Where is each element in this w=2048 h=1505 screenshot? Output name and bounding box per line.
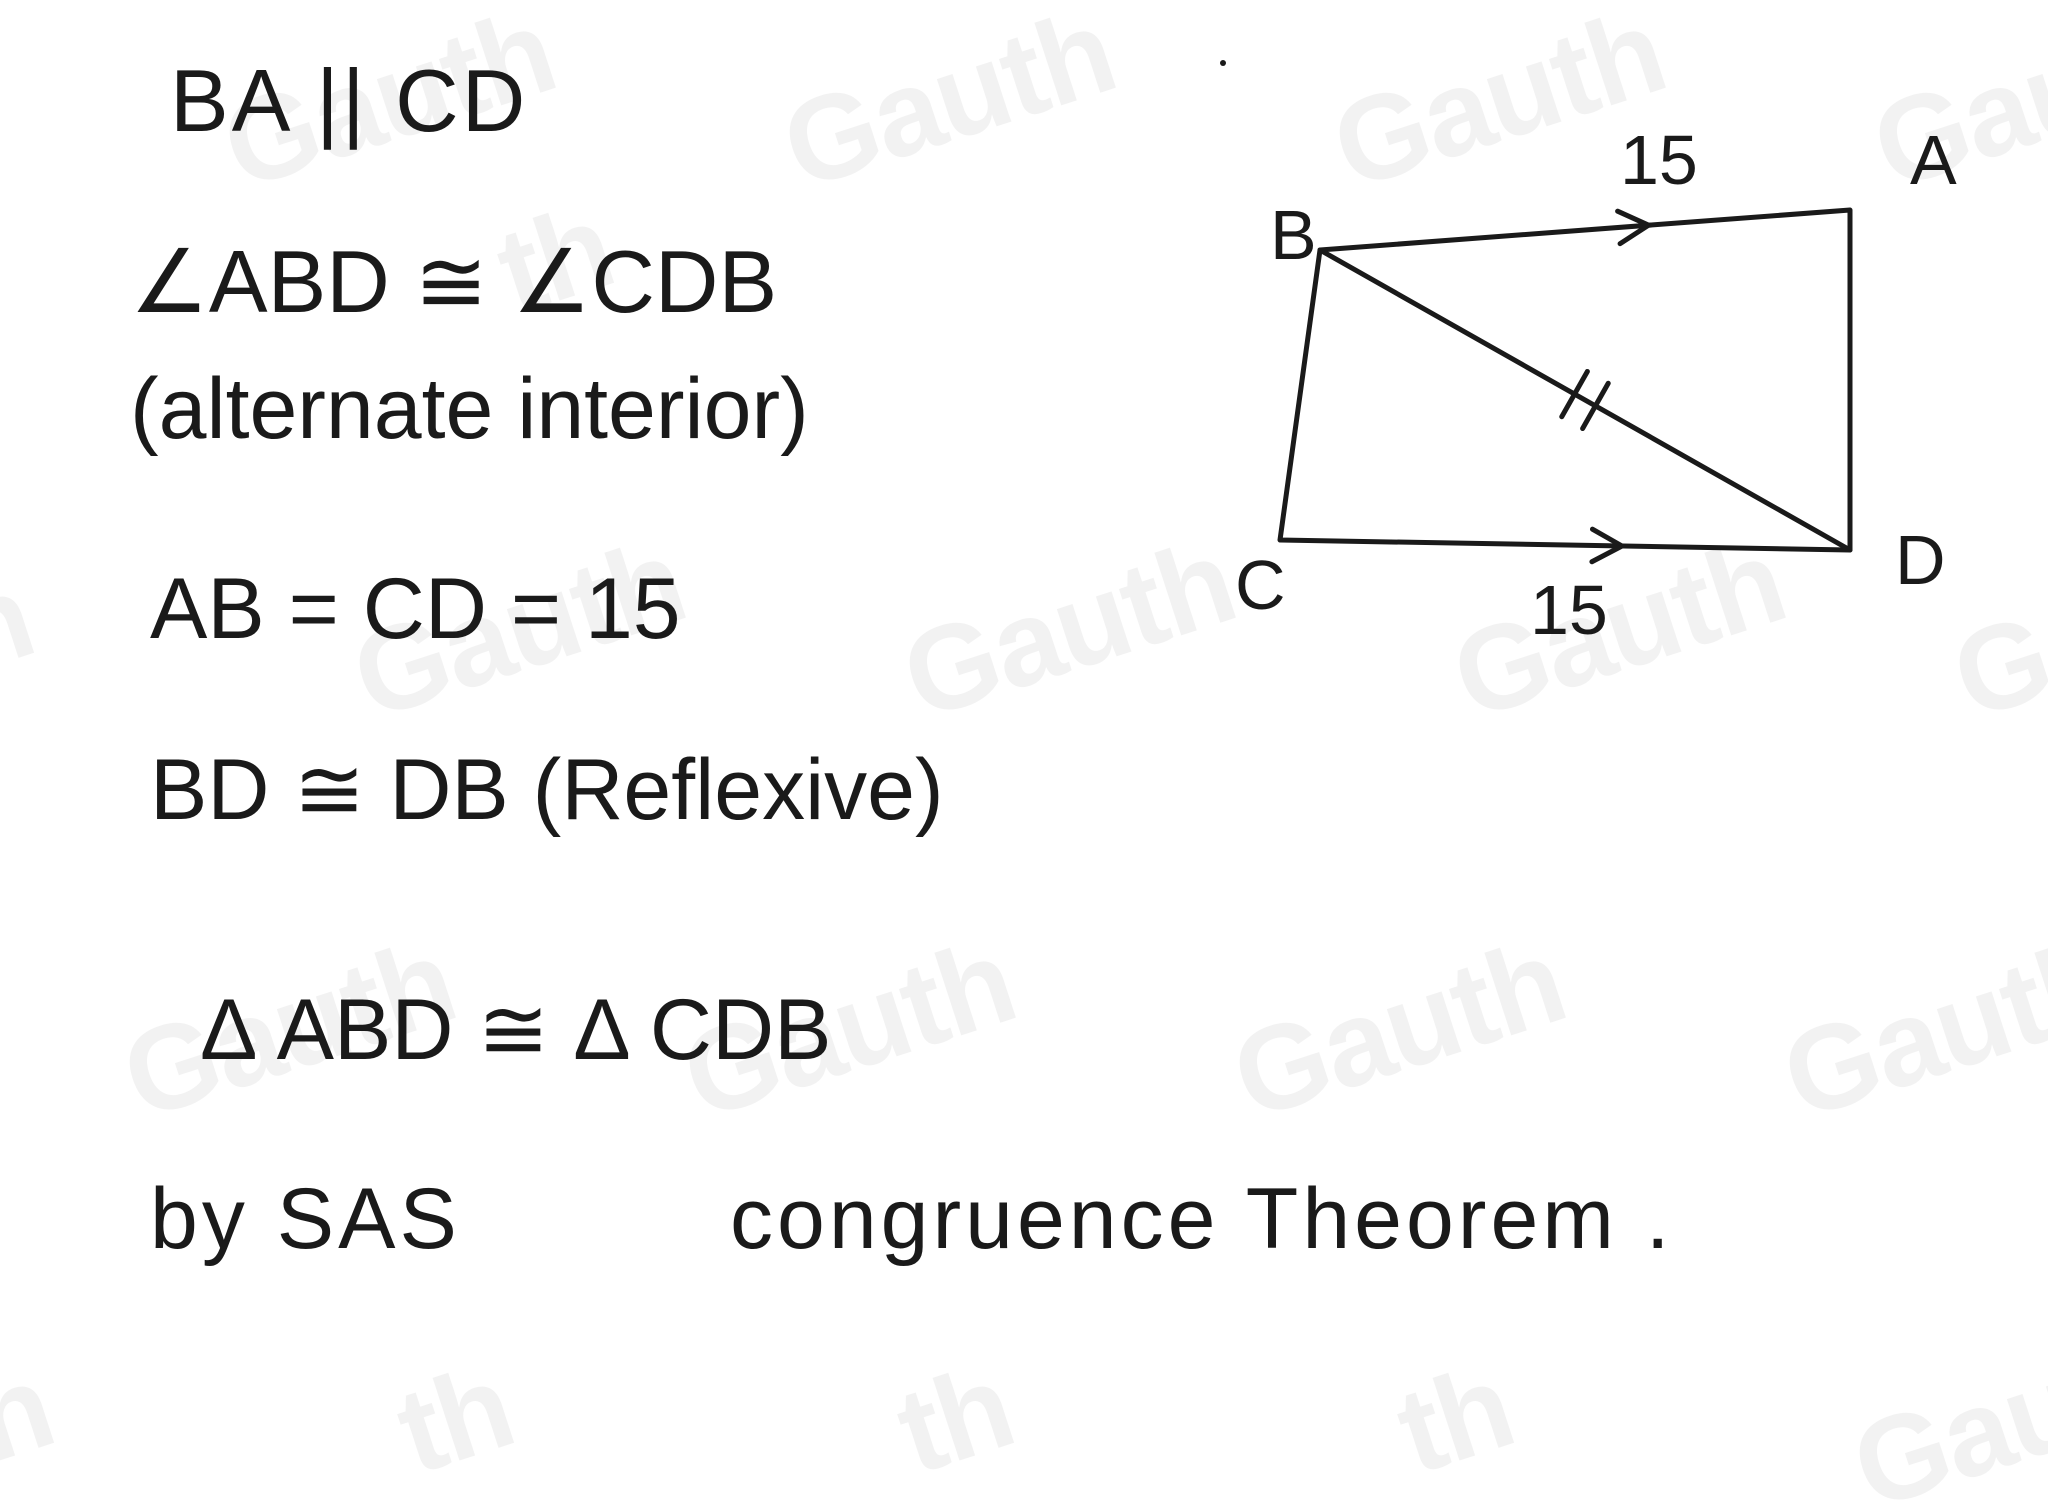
watermark: Gauth — [1767, 911, 2048, 1146]
parallelogram-figure — [1240, 180, 1920, 610]
watermark: Gauth — [1837, 1301, 2048, 1505]
watermark: Gauth — [1217, 911, 1580, 1146]
vertex-label-a: A — [1910, 120, 1957, 200]
proof-line-7a: by SAS — [150, 1170, 461, 1269]
proof-line-4: AB = CD = 15 — [150, 560, 681, 659]
proof-line-7b: congruence Theorem . — [730, 1170, 1674, 1269]
vertex-label-b: B — [1270, 195, 1317, 275]
page-root: th th Gauth Gauth th Gauth th Gauth Gaut… — [0, 0, 2048, 1505]
watermark: th — [0, 546, 48, 711]
watermark: Gauth — [767, 0, 1130, 217]
watermark: th — [0, 1336, 68, 1501]
watermark: th — [381, 1336, 528, 1501]
watermark: Gauth — [887, 511, 1250, 746]
watermark: th — [881, 1336, 1028, 1501]
proof-line-3: (alternate interior) — [130, 360, 809, 459]
vertex-label-d: D — [1895, 520, 1946, 600]
watermark: th — [1381, 1336, 1528, 1501]
stray-dot — [1220, 60, 1226, 66]
proof-line-2: ∠ABD ≅ ∠CDB — [130, 230, 777, 333]
edge-length-bottom: 15 — [1530, 570, 1608, 650]
proof-line-1: BA || CD — [170, 50, 528, 152]
watermark: Gauth — [1937, 511, 2048, 746]
vertex-label-c: C — [1235, 545, 1286, 625]
proof-line-5: BD ≅ DB (Reflexive) — [150, 740, 944, 840]
proof-line-6: Δ ABD ≅ Δ CDB — [200, 980, 831, 1080]
edge-length-top: 15 — [1620, 120, 1698, 200]
